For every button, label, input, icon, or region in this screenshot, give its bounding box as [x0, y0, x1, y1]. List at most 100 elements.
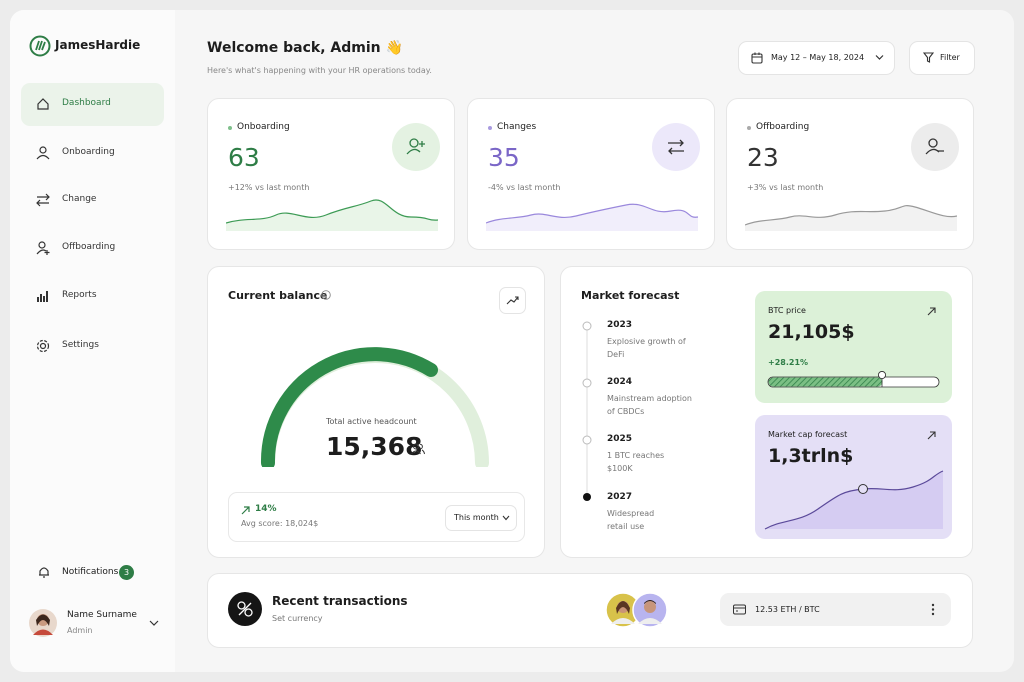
market-cap-chart [764, 470, 944, 530]
arrow-icon[interactable] [927, 307, 936, 316]
forecast-card: Market forecast 2023 Explosive growth of… [560, 266, 973, 558]
nav-item[interactable]: Dashboard [21, 83, 164, 126]
stat-icon [392, 123, 440, 171]
transactions-icon [228, 592, 262, 626]
icon [36, 241, 50, 255]
rate-pill[interactable]: 12.53 ETH / BTC [720, 593, 951, 626]
page-title: Welcome back, Admin 👋 [207, 40, 403, 56]
info-icon [321, 290, 331, 300]
filter-button[interactable]: Filter [909, 41, 975, 75]
nav-item[interactable]: Offboarding [21, 227, 164, 270]
icon [36, 146, 50, 160]
chevron [875, 55, 884, 60]
logo-icon [29, 35, 51, 57]
balance-title: Current balance [228, 289, 328, 302]
dot [747, 126, 751, 130]
page-subtitle: Here's what's happening with your HR ope… [207, 66, 432, 75]
period-select[interactable]: This month [445, 505, 517, 531]
market-cap-value: 1,3trln$ [768, 445, 854, 467]
chevron [502, 515, 510, 521]
nav-item[interactable]: Reports [21, 275, 164, 318]
calendar-icon [751, 52, 763, 64]
user-avatar [29, 609, 57, 637]
nav-label: Onboarding [62, 147, 115, 157]
stat-icon [652, 123, 700, 171]
trend-icon [506, 296, 519, 305]
timeline-text: Mainstream adoption of CBDCs [607, 394, 692, 416]
people-icon [411, 443, 425, 455]
nav-item[interactable]: Settings [21, 325, 164, 368]
market-cap-card: Market cap forecast 1,3trln$ [755, 415, 952, 539]
balance-summary: 14% Avg score: 18,024$ This month [228, 492, 525, 542]
more-icon[interactable] [931, 603, 935, 616]
btc-change: +28.21% [768, 358, 809, 367]
nav-label: Reports [62, 290, 97, 300]
btc-card: BTC price 21,105$ +28.21% [755, 291, 952, 403]
brand: JamesHardie [55, 38, 141, 52]
dot [488, 126, 492, 130]
stat-change: +12% vs last month [228, 183, 310, 192]
sparkline [226, 199, 438, 231]
balance-change: 14% [255, 504, 277, 514]
arrow-icon[interactable] [927, 431, 936, 440]
sparkline [745, 205, 957, 231]
timeline-year: 2025 [607, 434, 633, 444]
icon [36, 193, 50, 207]
dot [228, 126, 232, 130]
transactions-subtitle: Set currency [272, 614, 323, 623]
user-menu-chevron[interactable] [149, 619, 159, 627]
forecast-title: Market forecast [581, 289, 680, 302]
icon [36, 339, 50, 353]
stat-value: 63 [228, 143, 260, 172]
stat-value: 23 [747, 143, 779, 172]
timeline-year: 2027 [607, 492, 633, 502]
stat-label: Onboarding [237, 122, 290, 132]
btc-value: 21,105$ [768, 321, 855, 343]
stat-label: Changes [497, 122, 537, 132]
nav-item[interactable]: Onboarding [21, 132, 164, 175]
gauge-value: 15,368 [326, 432, 423, 461]
nav-item[interactable]: Change [21, 179, 164, 222]
timeline-text: 1 BTC reaches $100K [607, 451, 665, 473]
stat-card: Changes 35 -4% vs last month [467, 98, 715, 250]
timeline-track [582, 321, 592, 501]
sparkline [486, 203, 698, 231]
market-cap-label: Market cap forecast [768, 430, 848, 439]
period-label: This month [454, 513, 499, 522]
wallet-icon [733, 604, 746, 615]
balance-card: Current balance Total active headcount 1… [207, 266, 545, 558]
nav-label: Change [62, 194, 97, 204]
filter-icon [923, 52, 934, 63]
date-range-button[interactable]: May 12 – May 18, 2024 [738, 41, 895, 75]
timeline-year: 2024 [607, 377, 633, 387]
rate: 12.53 ETH / BTC [755, 605, 820, 614]
transactions-title: Recent transactions [272, 594, 408, 608]
notifications-label[interactable]: Notifications [62, 567, 119, 577]
bell-icon [39, 567, 49, 578]
up-arrow [241, 506, 250, 515]
stat-icon [911, 123, 959, 171]
stat-label: Offboarding [756, 122, 810, 132]
stat-change: +3% vs last month [747, 183, 824, 192]
date-range: May 12 – May 18, 2024 [771, 53, 865, 62]
nav-label: Settings [62, 340, 99, 350]
stat-card: Offboarding 23 +3% vs last month [726, 98, 974, 250]
icon [37, 291, 48, 302]
filter-label: Filter [940, 53, 960, 62]
user-role: Admin [67, 626, 93, 635]
btc-progress [767, 371, 940, 388]
btc-label: BTC price [768, 306, 806, 315]
stat-value: 35 [488, 143, 520, 172]
chart-toggle-button[interactable] [499, 287, 526, 314]
balance-avg: Avg score: 18,024$ [241, 519, 319, 528]
stat-card: Onboarding 63 +12% vs last month [207, 98, 455, 250]
notification-badge: 3 [119, 565, 134, 580]
gauge [260, 347, 489, 467]
timeline-text: Explosive growth of DeFi [607, 337, 686, 359]
user-name: Name Surname [67, 610, 137, 620]
gauge-caption: Total active headcount [326, 417, 417, 426]
nav-label: Dashboard [62, 98, 111, 108]
